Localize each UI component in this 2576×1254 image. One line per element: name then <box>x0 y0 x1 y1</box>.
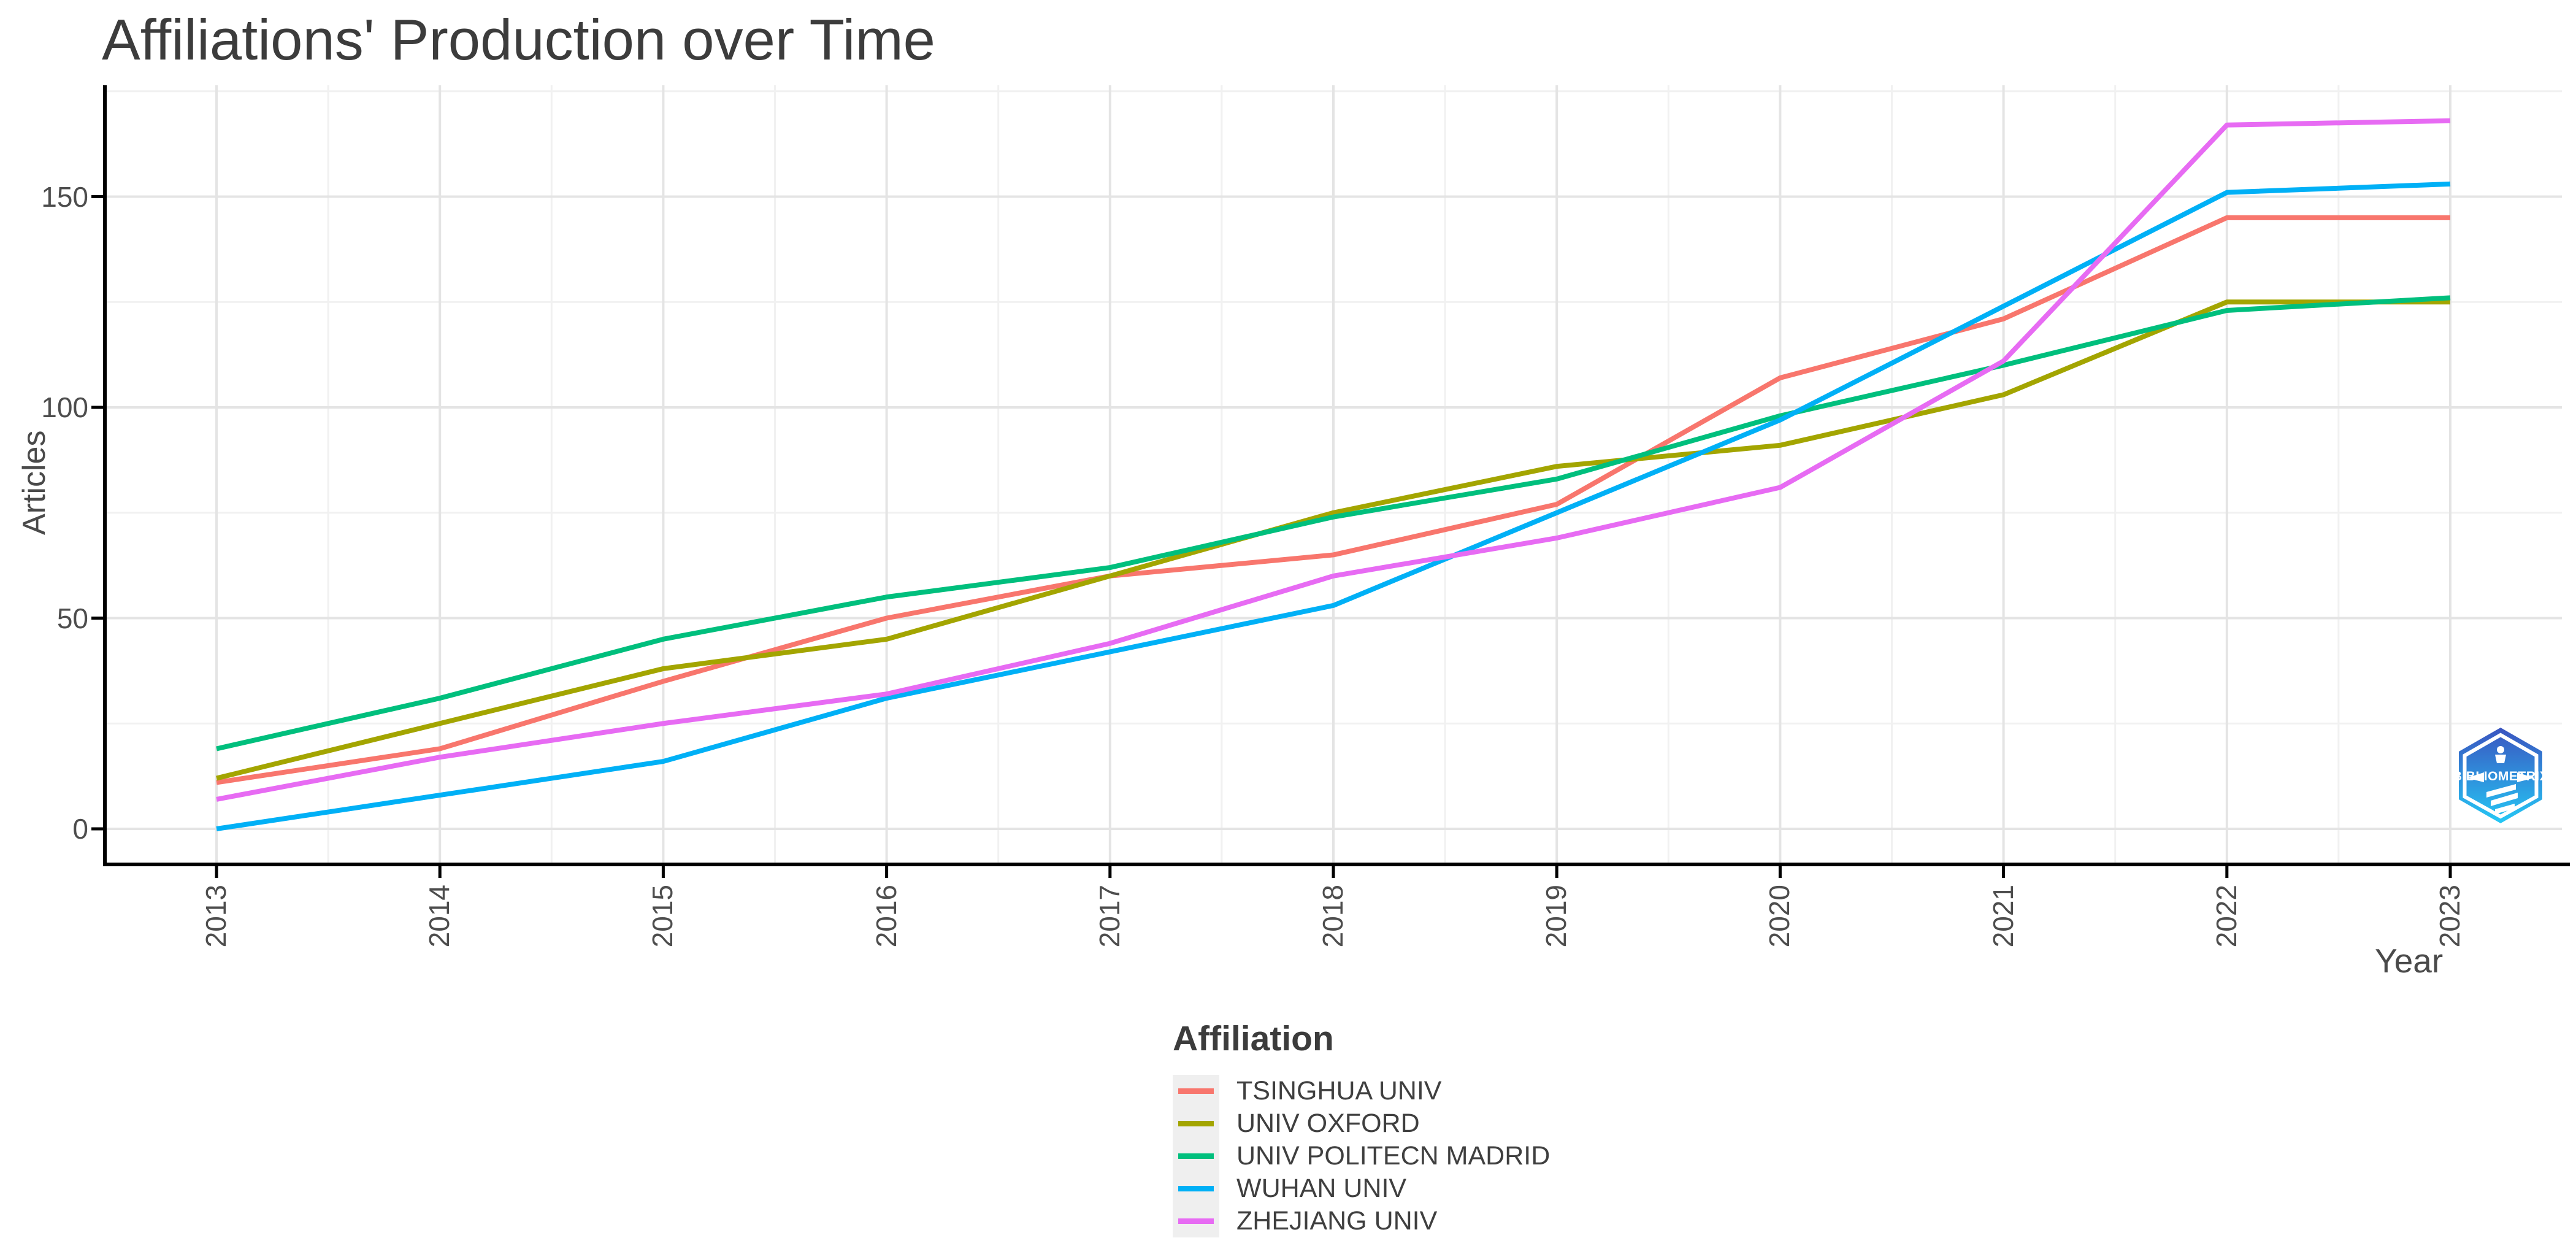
logo-lighthouse-beacon-icon <box>2497 746 2504 753</box>
logo-text: BIBLIOMETRIX <box>2457 769 2544 783</box>
legend-key-line-icon <box>1178 1186 1214 1191</box>
legend-row-tsinghua-univ: TSINGHUA UNIV <box>1173 1075 1550 1107</box>
x-tick-label: 2014 <box>423 885 456 948</box>
legend-row-zhejiang-univ: ZHEJIANG UNIV <box>1173 1205 1550 1237</box>
chart-title: Affiliations' Production over Time <box>102 7 935 72</box>
logo-inner-hexagon <box>2463 733 2539 819</box>
logo-stripe-1-icon <box>2486 784 2516 798</box>
legend-key-icon <box>1173 1140 1219 1172</box>
logo-right-flare-icon <box>2517 772 2534 782</box>
x-tick-label: 2018 <box>1317 885 1349 948</box>
legend-key-line-icon <box>1178 1088 1214 1094</box>
x-tick-label: 2017 <box>1093 885 1125 948</box>
legend-key-icon <box>1173 1107 1219 1140</box>
logo-stripe-2-icon <box>2491 793 2518 806</box>
x-tick-label: 2013 <box>200 885 232 948</box>
legend-label: WUHAN UNIV <box>1236 1174 1407 1203</box>
logo-left-flare-icon <box>2467 772 2484 782</box>
legend: Affiliation TSINGHUA UNIV UNIV OXFORD UNIV… <box>1173 1018 1550 1237</box>
y-tick-label: 150 <box>41 180 88 213</box>
y-tick-label: 0 <box>72 813 88 845</box>
legend-key-line-icon <box>1178 1218 1214 1224</box>
x-tick-label: 2015 <box>646 885 679 948</box>
x-axis-title: Year <box>2375 942 2444 980</box>
x-tick-label: 2022 <box>2210 885 2242 948</box>
legend-key-line-icon <box>1178 1121 1214 1126</box>
legend-row-wuhan-univ: WUHAN UNIV <box>1173 1172 1550 1205</box>
x-tick-label: 2023 <box>2434 885 2466 948</box>
series-line-zhejiang-univ <box>216 118 2451 802</box>
legend-key-line-icon <box>1178 1153 1214 1159</box>
series-line-univ-politecn-madrid <box>216 295 2451 752</box>
series-line-univ-oxford <box>216 299 2450 781</box>
y-tick-label: 50 <box>56 602 88 634</box>
legend-label: ZHEJIANG UNIV <box>1236 1206 1438 1236</box>
legend-label: UNIV POLITECN MADRID <box>1236 1141 1551 1171</box>
legend-key-icon <box>1173 1172 1219 1205</box>
x-tick-label: 2016 <box>870 885 902 948</box>
logo-hexagon <box>2459 728 2542 823</box>
x-tick-label: 2019 <box>1540 885 1573 948</box>
legend-row-univ-oxford: UNIV OXFORD <box>1173 1107 1550 1140</box>
logo-stripe-3-icon <box>2495 804 2515 814</box>
x-tick-label: 2021 <box>1987 885 2019 948</box>
legend-entries: TSINGHUA UNIV UNIV OXFORD UNIV POLITECN MA… <box>1173 1075 1550 1237</box>
legend-title: Affiliation <box>1173 1019 1334 1058</box>
legend-row-univ-politecn-madrid: UNIV POLITECN MADRID <box>1173 1140 1550 1172</box>
legend-key-icon <box>1173 1205 1219 1237</box>
legend-label: UNIV OXFORD <box>1236 1109 1420 1138</box>
bibliometrix-logo: BIBLIOMETRIX <box>2457 728 2544 823</box>
legend-key-icon <box>1173 1075 1219 1107</box>
legend-label: TSINGHUA UNIV <box>1236 1076 1442 1106</box>
x-tick-label: 2020 <box>1763 885 1796 948</box>
logo-lighthouse-top-icon <box>2495 755 2506 763</box>
y-axis-title: Articles <box>17 430 52 535</box>
y-tick-label: 100 <box>41 391 88 423</box>
series-line-wuhan-univ <box>216 181 2451 831</box>
